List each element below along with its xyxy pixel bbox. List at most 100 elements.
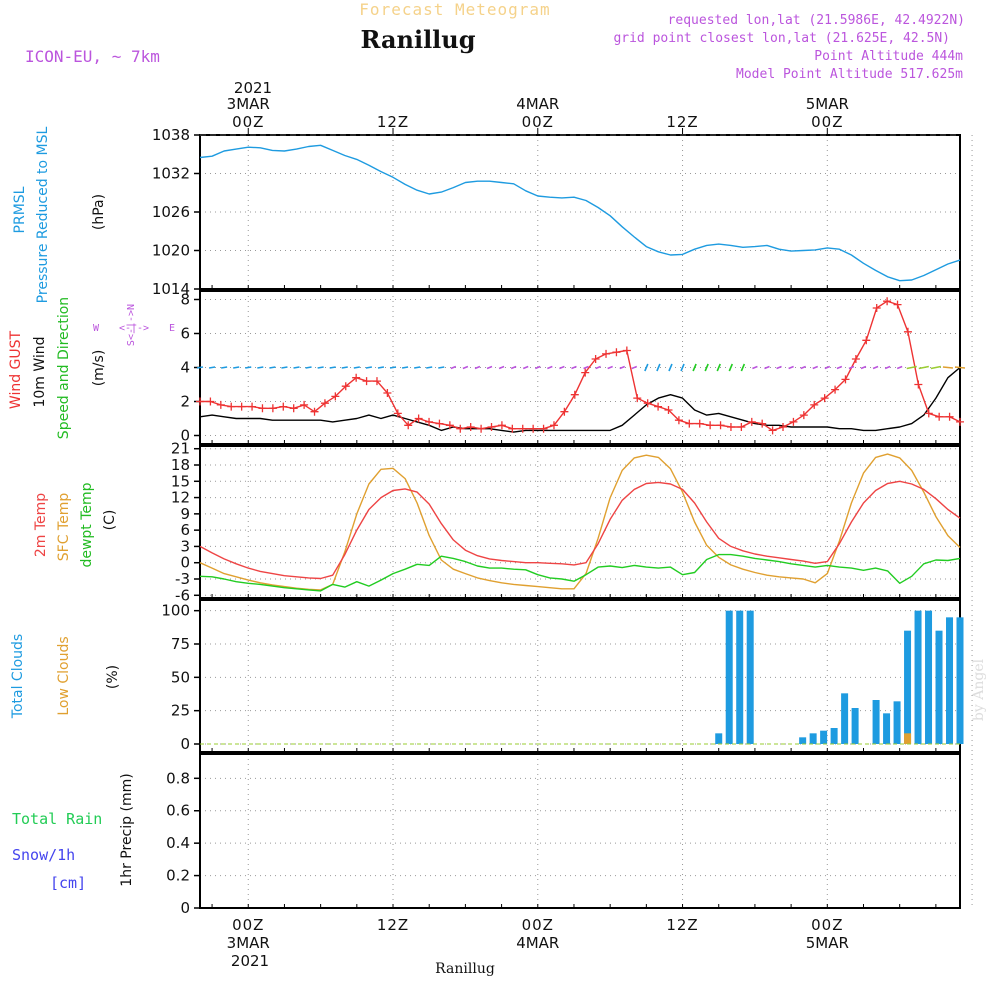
wind-direction-arrow [716, 363, 721, 372]
wind-direction-arrow [728, 363, 734, 372]
ytick-label: 15 [171, 472, 190, 490]
wind-gust-marker [497, 421, 506, 430]
wind-direction-arrow [498, 365, 505, 370]
wind-direction-arrow [704, 363, 709, 372]
top-tick-label: 00Z [232, 113, 264, 131]
ytick-label: 25 [171, 702, 190, 720]
wind-direction-arrow [353, 366, 360, 369]
wind-gust-marker [685, 419, 694, 428]
wind-gust-marker [737, 423, 746, 431]
wind-direction-arrow [257, 366, 264, 369]
wind-gust-marker [820, 394, 829, 403]
total-clouds-bar [841, 693, 849, 744]
bottom-tick-label: 00Z [232, 916, 264, 934]
bottom-year: 2021 [231, 952, 269, 970]
temp-2m-line [199, 480, 961, 580]
credit: by Angel [971, 658, 987, 721]
wind-gust-marker [435, 419, 444, 428]
wind-direction-arrow [583, 365, 589, 370]
wind-gust-marker [831, 385, 840, 394]
wind-direction-arrow [547, 365, 553, 370]
top-tick-label: 12Z [377, 113, 409, 131]
total-clouds-bar [925, 610, 933, 744]
wind-direction-arrow [896, 365, 903, 370]
pressure-label-2: Pressure Reduced to MSL [35, 126, 51, 303]
ytick-label: 50 [171, 668, 190, 686]
top-tick-label: 00Z [811, 113, 843, 131]
ytick-label: 0.4 [166, 834, 190, 852]
wind-gust-marker [248, 402, 257, 411]
wind-direction-arrow [656, 363, 661, 372]
wind-gust-marker [310, 407, 319, 416]
wind-direction-arrow [389, 366, 397, 369]
wind-direction-arrow [486, 365, 493, 370]
wind-direction-arrow [245, 366, 252, 369]
wind-gust-marker [352, 373, 361, 382]
precip-unit: 1hr Precip (mm) [119, 773, 135, 886]
panel-pressure: 1014 1020 1026 1032 1038 [152, 126, 973, 298]
wind-direction-arrow [764, 365, 770, 370]
wind-gust-marker [518, 424, 527, 433]
total-clouds-bar [809, 733, 817, 744]
wind-direction-arrow [281, 366, 288, 369]
total-clouds-bar [715, 733, 723, 744]
wind-gust-line [200, 300, 961, 432]
wind-gust-marker [404, 421, 413, 430]
ytick-label: -3 [175, 570, 190, 588]
wind-direction-arrow [872, 365, 879, 370]
panel-precip: 0 0.2 0.4 0.6 0.8 [166, 753, 973, 917]
ytick-label: 6 [180, 325, 190, 343]
total-clouds-bar [746, 610, 754, 744]
ytick-label: 100 [161, 602, 190, 620]
requested-coords: requested lon,lat (21.5986E, 42.4922N) [668, 13, 965, 28]
wind-direction-arrow [196, 366, 204, 369]
wind-gust-marker [956, 417, 964, 426]
wind-gust-label: Wind GUST [8, 330, 24, 409]
wind-gust-marker [196, 397, 204, 406]
bottom-tick-label: 00Z [811, 916, 843, 934]
temp-2m-label: 2m Temp [33, 493, 49, 557]
wind-dir-label: Speed and Direction [56, 297, 72, 439]
wind-gust-marker [643, 399, 652, 408]
ytick-label: 0.2 [166, 867, 190, 885]
wind-gust-marker [227, 402, 236, 411]
total-clouds-bar [935, 630, 943, 744]
panel-frame [199, 753, 961, 909]
total-clouds-bar [956, 617, 964, 744]
wind-gust-marker [570, 390, 579, 399]
forecast-title: Forecast Meteogram [359, 0, 550, 19]
total-clouds-bar [946, 617, 954, 744]
pressure-line [199, 144, 961, 282]
wind-gust-marker [393, 409, 402, 418]
wind-direction-arrow [220, 366, 228, 369]
wind-gust-marker [581, 368, 590, 377]
total-clouds-bar [830, 728, 838, 744]
ytick-label: 1038 [152, 126, 190, 144]
wind-gust-marker [726, 423, 735, 431]
wind-direction-arrow [208, 366, 216, 369]
top-tick-label: 12Z [666, 113, 698, 131]
total-clouds-bar [872, 700, 880, 744]
wind-gust-marker [893, 300, 902, 309]
wind-direction-arrow [233, 366, 240, 369]
ytick-label: 2 [180, 393, 190, 411]
wind-direction-arrow [607, 365, 613, 370]
temp-unit: (C) [102, 510, 118, 531]
wind-direction-arrow [788, 365, 794, 370]
temp-dew-label: dewpt Temp [79, 482, 95, 567]
wind-gust-marker [612, 348, 621, 357]
ytick-label: 1014 [152, 280, 190, 298]
wind-direction-arrow [740, 363, 746, 372]
wind-direction-arrow [450, 365, 457, 370]
pressure-unit: (hPa) [91, 194, 107, 230]
wind-gust-marker [341, 382, 350, 391]
wind-direction-arrow [559, 365, 565, 370]
compass-we: <-|-> [119, 323, 149, 334]
wind-gust-marker [508, 424, 517, 433]
pressure-label-1: PRMSL [12, 186, 28, 233]
temp-sfc-line [199, 453, 961, 591]
wind-direction-arrow [462, 365, 469, 370]
wind-direction-arrow [317, 366, 324, 369]
